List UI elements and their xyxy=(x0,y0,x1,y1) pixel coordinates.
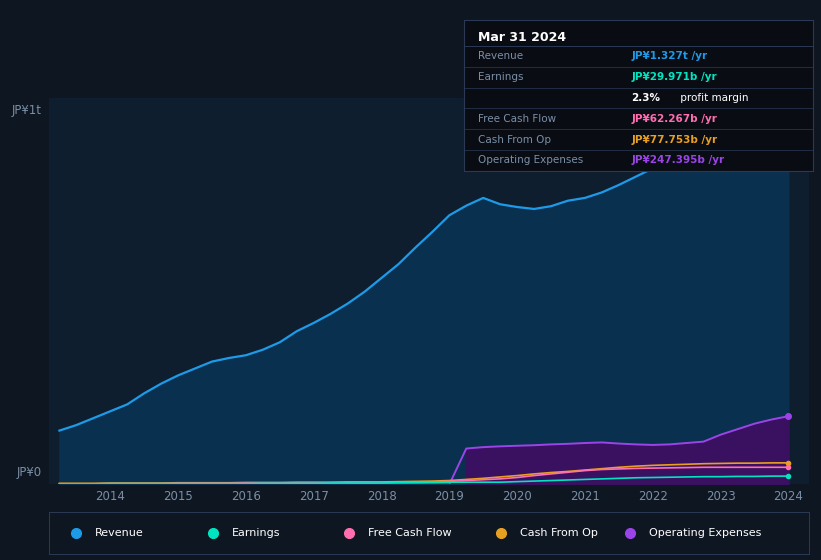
Text: Earnings: Earnings xyxy=(478,72,523,82)
Text: JP¥29.971b /yr: JP¥29.971b /yr xyxy=(631,72,717,82)
Text: Cash From Op: Cash From Op xyxy=(521,529,598,538)
Text: JP¥1t: JP¥1t xyxy=(11,104,42,117)
Text: Mar 31 2024: Mar 31 2024 xyxy=(478,31,566,44)
Text: Revenue: Revenue xyxy=(478,52,523,62)
Text: Free Cash Flow: Free Cash Flow xyxy=(478,114,556,124)
Text: JP¥247.395b /yr: JP¥247.395b /yr xyxy=(631,156,724,165)
Text: JP¥1.327t /yr: JP¥1.327t /yr xyxy=(631,52,708,62)
Text: profit margin: profit margin xyxy=(677,93,748,103)
Text: Operating Expenses: Operating Expenses xyxy=(649,529,762,538)
Text: JP¥77.753b /yr: JP¥77.753b /yr xyxy=(631,134,718,144)
Text: Revenue: Revenue xyxy=(95,529,144,538)
Text: 2.3%: 2.3% xyxy=(631,93,660,103)
Text: Earnings: Earnings xyxy=(232,529,280,538)
Text: Cash From Op: Cash From Op xyxy=(478,134,551,144)
Text: Free Cash Flow: Free Cash Flow xyxy=(369,529,452,538)
Text: JP¥62.267b /yr: JP¥62.267b /yr xyxy=(631,114,718,124)
Text: JP¥0: JP¥0 xyxy=(16,465,42,479)
Text: Operating Expenses: Operating Expenses xyxy=(478,156,583,165)
